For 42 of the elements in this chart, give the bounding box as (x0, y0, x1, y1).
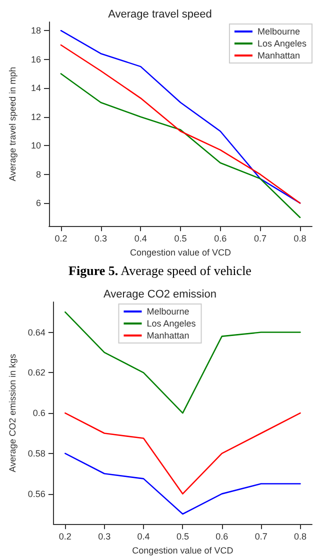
legend-label: Melbourne (146, 306, 190, 316)
x-tick-label: 0.2 (58, 532, 72, 542)
x-tick-label: 0.3 (94, 234, 108, 244)
line-series (64, 452, 301, 515)
x-tick-label: 0.4 (137, 532, 150, 542)
y-tick-label: 0.56 (28, 488, 46, 499)
x-tick-label: 0.4 (134, 234, 147, 244)
y-tick-label: 0.62 (28, 368, 46, 378)
line-series (60, 73, 301, 218)
y-tick-label: 18 (30, 26, 41, 36)
x-tick-label: 0.5 (176, 532, 189, 542)
line-series (64, 412, 301, 494)
y-tick-label: 16 (30, 54, 41, 64)
y-tick-label: 0.58 (28, 448, 46, 458)
y-tick-label: 12 (30, 112, 41, 122)
caption: Figure 5. Average speed of vehicle (68, 262, 252, 280)
legend-label: Los Angeles (257, 38, 308, 48)
x-tick-label: 0.8 (294, 234, 306, 244)
legend-label: Manhattan (146, 330, 190, 340)
x-axis-title: Congestion value of VCD (130, 248, 232, 258)
y-tick-label: 6 (36, 198, 41, 208)
x-tick-label: 0.6 (214, 234, 227, 244)
x-tick-label: 0.7 (254, 532, 268, 542)
legend-label: Manhattan (257, 50, 300, 60)
chart-title: Average travel speed (108, 8, 212, 20)
y-tick-label: 10 (30, 140, 41, 151)
y-tick-label: 0.6 (32, 408, 46, 418)
x-tick-label: 0.5 (174, 234, 187, 244)
legend-label: Los Angeles (146, 318, 196, 328)
y-tick-label: 8 (36, 169, 41, 180)
y-tick-label: 14 (30, 83, 41, 94)
x-axis-title: Congestion value of VCD (132, 546, 234, 556)
legend-label: Melbourne (257, 26, 300, 36)
x-tick-label: 0.6 (216, 532, 228, 542)
y-axis-title: Average travel speed in mph (8, 66, 18, 182)
chart-title: Average CO2 emission (104, 288, 216, 300)
x-tick-label: 0.3 (98, 532, 111, 542)
y-tick-label: 0.64 (28, 327, 46, 338)
x-tick-label: 0.8 (294, 532, 307, 542)
x-tick-label: 0.7 (254, 234, 266, 244)
y-axis-title: Average CO2 emission in kgs (8, 353, 18, 472)
x-tick-label: 0.2 (54, 234, 68, 244)
